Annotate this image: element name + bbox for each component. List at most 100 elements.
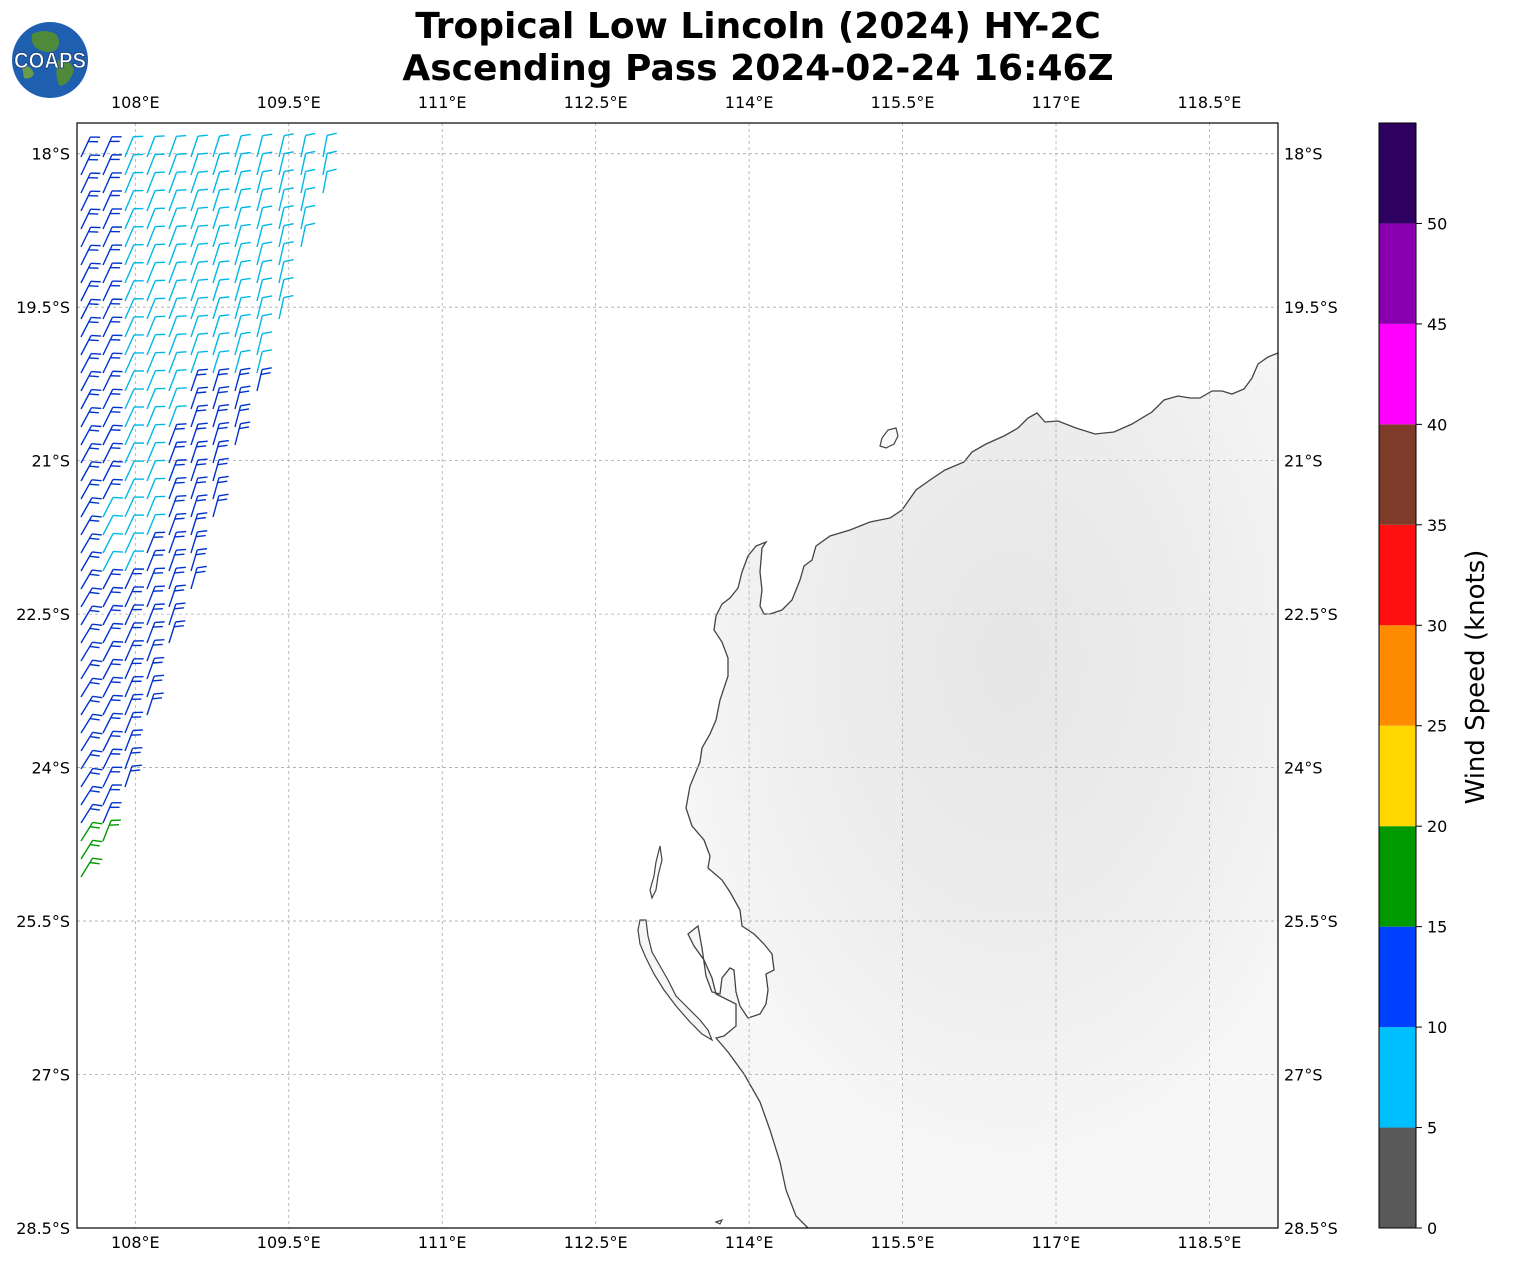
wind-barb [80,443,102,464]
wind-barb [124,532,145,554]
wind-barb [102,406,123,428]
wind-barb [190,422,208,446]
wind-barb [80,424,102,446]
land-area [686,353,1278,1228]
wind-barb [322,150,337,176]
wind-barb [190,134,208,158]
wind-barb [146,135,165,158]
colorbar-segment [1379,826,1416,927]
wind-barb [212,188,230,212]
wind-barb [234,421,251,446]
wind-barb [80,208,101,230]
wind-barb [102,748,123,770]
wind-barb [256,241,273,266]
wind-barb [190,530,208,554]
wind-barb [102,676,123,698]
wind-barb [102,550,124,572]
wind-barb [102,819,121,842]
wind-barb [124,586,144,608]
wind-barb [168,188,187,212]
wind-barb [146,656,165,680]
wind-barb [80,370,102,392]
lon-tick-label-top: 118.5°E [1177,93,1241,112]
island-south [714,1218,724,1225]
lat-tick-label-left: 22.5°S [16,605,70,624]
wind-barb [146,333,166,356]
wind-barb [322,132,337,158]
wind-barb [80,352,102,374]
lat-tick-label-left: 27°S [31,1066,70,1085]
wind-barb [256,205,273,230]
wind-barb [190,278,209,302]
wind-barb [190,476,208,500]
wind-barb [102,370,123,392]
wind-barb [146,387,166,410]
wind-barb [124,207,144,230]
wind-barb [146,531,166,554]
wind-barb [102,784,123,806]
wind-barb [168,243,187,266]
wind-barb [146,207,165,230]
wind-barb [80,641,103,662]
lat-tick-label-left: 25.5°S [16,912,70,931]
wind-barb [234,385,251,410]
wind-barb [256,187,273,212]
wind-barb [256,277,273,302]
colorbar-tick-label: 40 [1427,415,1447,434]
lon-tick-label-bottom: 117°E [1032,1233,1081,1252]
wind-barb [124,764,142,788]
wind-barb [80,172,101,194]
wind-barb [190,368,208,392]
lat-tick-label-right: 22.5°S [1284,605,1338,624]
wind-barb [102,154,122,176]
wind-barb [146,279,166,302]
wind-barb [300,186,316,212]
wind-barb [80,839,103,860]
wind-barb [146,567,166,590]
wind-barb [146,603,165,626]
wind-barb [124,171,144,194]
wind-barb [146,692,164,716]
wind-barb [168,512,187,536]
wind-barb [102,658,124,680]
wind-barb [80,623,103,644]
wind-barb [190,332,209,356]
wind-barb [146,495,166,518]
tick-labels: 108°E 108°E 109.5°E 109.5°E 111°E 111°E 112.5°… [16,93,1338,1252]
colorbar-tick-label: 30 [1427,616,1447,635]
lon-tick-label-bottom: 108°E [111,1233,160,1252]
wind-barb [102,280,123,302]
colorbar-segment [1379,725,1416,827]
wind-barb [212,152,230,176]
wind-barb [124,568,145,590]
colorbar-segment [1379,223,1416,324]
wind-barb [190,565,207,590]
lon-tick-label-bottom: 114°E [725,1233,774,1252]
wind-barb [190,440,208,464]
lon-tick-label-bottom: 115.5°E [871,1233,935,1252]
map-frame [76,122,1279,1229]
wind-barb [212,224,230,248]
wind-barb [212,332,230,356]
lat-tick-label-left: 19.5°S [16,298,70,317]
wind-barb [102,586,124,608]
wind-barb [234,403,251,428]
wind-barb [168,459,187,482]
wind-barb [256,331,273,356]
wind-barb [256,169,273,194]
wind-barb [80,569,103,590]
wind-barb [146,674,165,698]
wind-barb [234,169,251,194]
wind-barb [80,461,102,482]
wind-barb [234,151,251,176]
wind-barb [212,242,230,266]
wind-barb [212,296,230,320]
wind-barb [190,512,208,536]
lon-tick-label-bottom: 111°E [418,1233,467,1252]
wind-barb [102,136,122,158]
lon-tick-label-top: 115.5°E [871,93,935,112]
wind-barb [278,294,294,320]
wind-barb [102,190,122,212]
wind-barb [80,226,101,248]
